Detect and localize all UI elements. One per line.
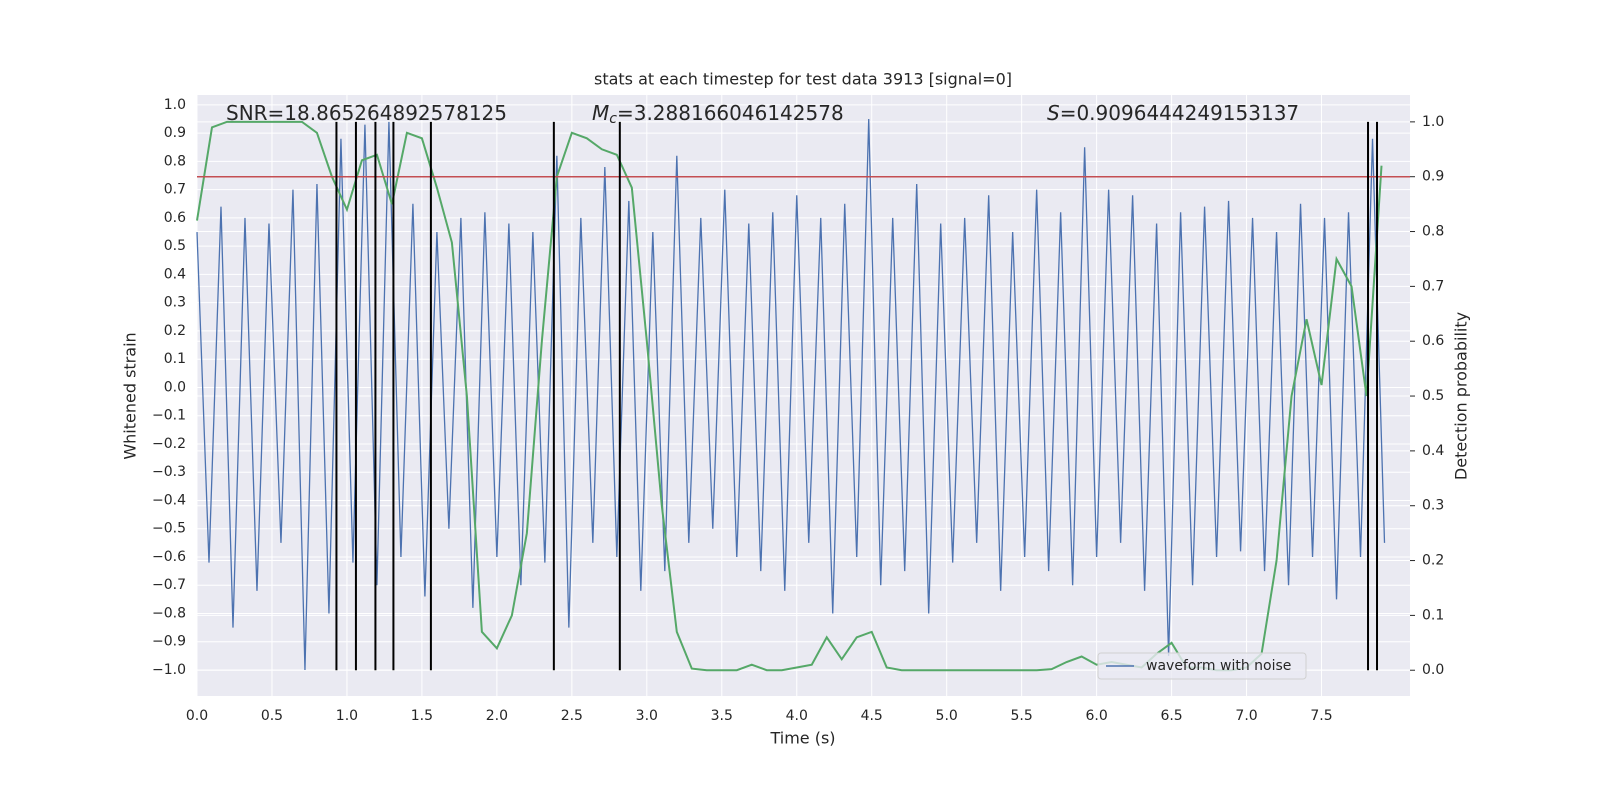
annotation: Mc=3.288166046142578 (592, 101, 844, 128)
y2-tick-label: 1.0 (1422, 114, 1444, 130)
y2-tick-label: 0.3 (1422, 498, 1444, 514)
y-tick-label: 0.2 (164, 323, 186, 339)
y-tick-label: 0.1 (164, 351, 186, 367)
y2-tick-label: 0.4 (1422, 443, 1444, 459)
x-tick-label: 3.0 (636, 708, 658, 724)
annotation-text: =3.288166046142578 (617, 101, 844, 125)
y2-tick-label: 0.5 (1422, 388, 1444, 404)
x-tick-label: 5.5 (1011, 708, 1033, 724)
y-tick-label: 0.7 (164, 182, 186, 198)
x-tick-label: 5.0 (936, 708, 958, 724)
y2-tick-label: 0.1 (1422, 607, 1444, 623)
y-tick-label: −1.0 (152, 662, 186, 678)
annotation-subscript: c (609, 111, 617, 127)
y2-tick-label: 0.7 (1422, 278, 1444, 294)
y-tick-label: −0.2 (152, 436, 186, 452)
y-tick-label: −0.3 (152, 464, 186, 480)
annotation-text: SNR=18.865264892578125 (226, 101, 507, 125)
y-tick-label: 0.6 (164, 210, 186, 226)
annotation-symbol: M (592, 101, 609, 125)
x-tick-label: 7.5 (1310, 708, 1332, 724)
x-tick-label: 6.5 (1160, 708, 1182, 724)
y-tick-label: 1.0 (164, 97, 186, 113)
x-tick-label: 4.0 (786, 708, 808, 724)
x-tick-label: 3.5 (711, 708, 733, 724)
y-tick-label: −0.5 (152, 521, 186, 537)
y-axis-label: Whitened strain (121, 332, 140, 459)
x-tick-label: 2.5 (561, 708, 583, 724)
marks (196, 118, 1410, 672)
annotation-symbol: S (1047, 101, 1060, 125)
annotation: SNR=18.865264892578125 (226, 101, 507, 125)
y-tick-label: 0.0 (164, 379, 186, 395)
y-tick-label: −0.7 (152, 577, 186, 593)
x-tick-label: 1.5 (411, 708, 433, 724)
x-tick-label: 2.0 (486, 708, 508, 724)
y-tick-label: −0.9 (152, 634, 186, 650)
grid (196, 95, 1410, 696)
annotation: S=0.9096444249153137 (1047, 101, 1299, 125)
x-tick-label: 1.0 (336, 708, 358, 724)
y2-tick-label: 0.9 (1422, 169, 1444, 185)
x-tick-label: 0.5 (261, 708, 283, 724)
x-axis-label: Time (s) (769, 729, 835, 748)
x-tick-label: 6.0 (1085, 708, 1107, 724)
x-tick-label: 4.5 (861, 708, 883, 724)
annotation-text: =0.9096444249153137 (1060, 101, 1299, 125)
y2-tick-label: 0.6 (1422, 333, 1444, 349)
waveform-line (196, 118, 1386, 671)
y-tick-label: 0.9 (164, 125, 186, 141)
y-tick-label: −0.6 (152, 549, 186, 565)
x-tick-label: 7.0 (1235, 708, 1257, 724)
y-tick-label: 0.8 (164, 153, 186, 169)
y-tick-label: 0.3 (164, 295, 186, 311)
legend-label: waveform with noise (1146, 658, 1291, 674)
y-tick-label: −0.8 (152, 605, 186, 621)
y-tick-label: 0.5 (164, 238, 186, 254)
legend-box (1097, 652, 1307, 680)
y-tick-label: −0.4 (152, 492, 186, 508)
y2-tick-label: 0.0 (1422, 662, 1444, 678)
y2-axis-label: Detection probability (1452, 312, 1471, 480)
y2-tick-label: 0.2 (1422, 553, 1444, 569)
x-tick-label: 0.0 (186, 708, 208, 724)
y2-tick-label: 0.8 (1422, 224, 1444, 240)
y-tick-label: 0.4 (164, 266, 186, 282)
chart-title: stats at each timestep for test data 391… (594, 70, 1012, 89)
y-tick-label: −0.1 (152, 408, 186, 424)
